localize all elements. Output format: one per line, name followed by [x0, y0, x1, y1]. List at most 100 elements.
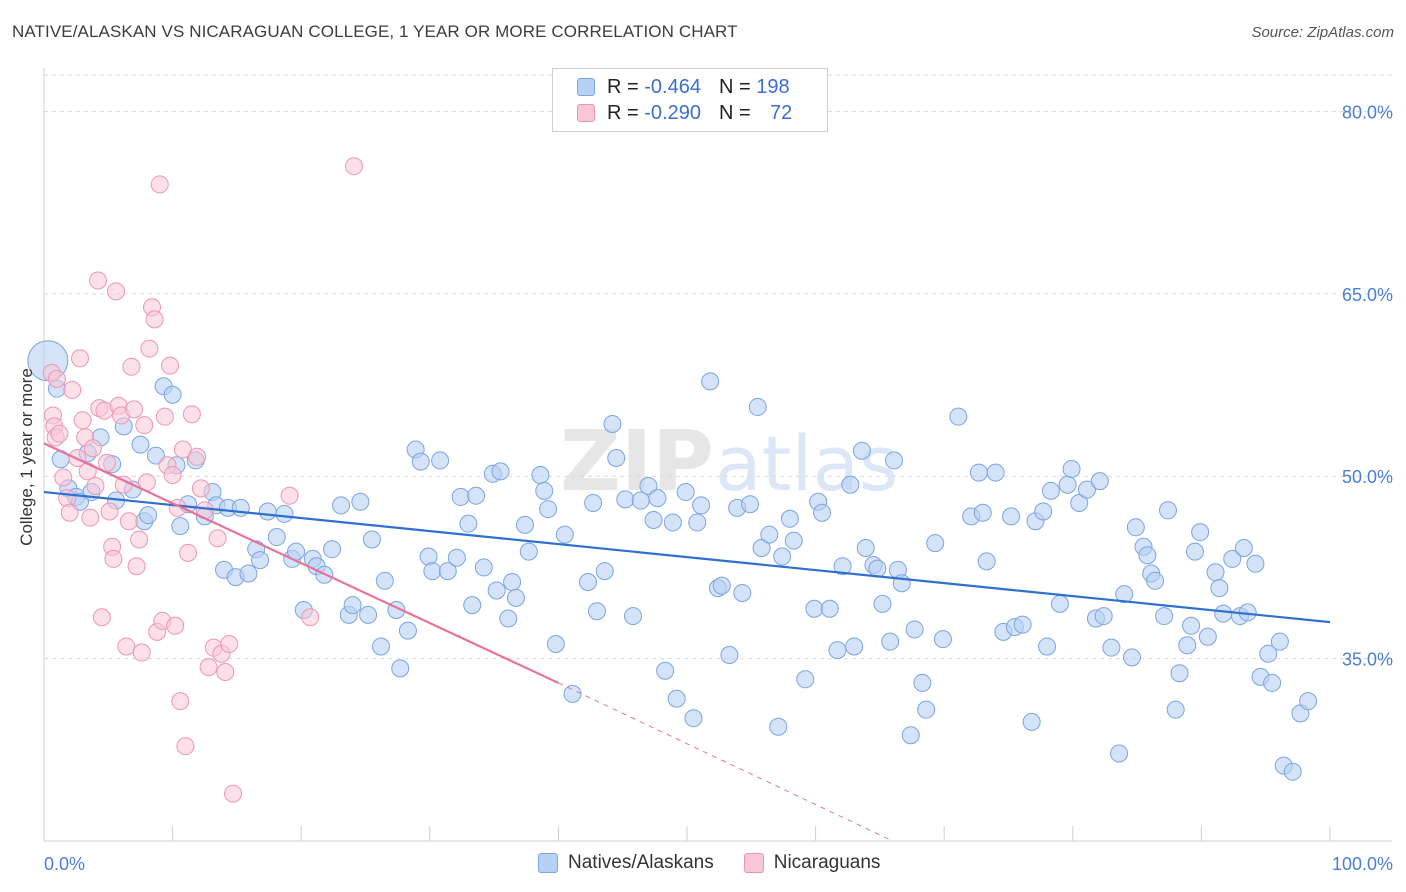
natives-point: [343, 596, 362, 615]
natives-point: [1206, 563, 1225, 582]
nicaraguans-point: [220, 635, 239, 654]
natives-point: [688, 513, 707, 532]
axes: [43, 68, 1392, 842]
nicaraguans-r-value: -0.290: [644, 101, 701, 124]
legend-row-nicaraguans: R = -0.290 N = 72: [577, 101, 792, 125]
natives-point: [131, 435, 150, 454]
nicaraguans-point: [163, 466, 182, 485]
natives-point: [712, 576, 731, 595]
natives-point: [467, 486, 486, 505]
nicaraguans-point: [208, 529, 227, 548]
nicaraguans-point: [58, 489, 77, 508]
natives-point: [1158, 501, 1177, 520]
nicaraguans-point: [104, 549, 123, 568]
nicaraguans-point: [145, 310, 164, 329]
trend-lines: [43, 442, 1331, 842]
chart-title: NATIVE/ALASKAN VS NICARAGUAN COLLEGE, 1 …: [12, 22, 738, 41]
nicaraguans-point: [188, 447, 207, 466]
natives-point: [873, 594, 892, 613]
y-tick-label: 80.0%: [1342, 102, 1393, 122]
natives-point: [1022, 712, 1041, 731]
natives-point: [1115, 585, 1134, 604]
natives-point: [1185, 542, 1204, 561]
nicaraguans-point: [92, 608, 111, 627]
natives-point: [487, 581, 506, 600]
nicaraguans-point: [71, 349, 90, 368]
natives-point: [623, 607, 642, 626]
natives-point: [644, 511, 663, 530]
natives-point: [535, 481, 554, 500]
natives-point: [701, 372, 720, 391]
natives-point: [1138, 546, 1157, 565]
natives-point: [656, 661, 675, 680]
nicaraguans-point: [224, 784, 243, 803]
natives-point: [663, 513, 682, 532]
natives-point: [1013, 615, 1032, 634]
nicaraguans-point: [98, 453, 117, 472]
natives-point: [1198, 627, 1217, 646]
natives-point: [820, 599, 839, 618]
legend-item-natives[interactable]: Natives/Alaskans: [538, 852, 714, 874]
nicaraguans-point: [81, 508, 100, 527]
legend-item-nicaraguans[interactable]: Nicaraguans: [743, 852, 880, 874]
legend-row-natives: R = -0.464 N = 198: [577, 75, 790, 99]
natives-point: [1102, 638, 1121, 657]
natives-point: [1259, 644, 1278, 663]
natives-point: [362, 530, 381, 549]
nicaraguans-trend-line: [43, 442, 559, 684]
natives-point: [720, 645, 739, 664]
natives-legend-swatch: [538, 853, 558, 873]
nicaraguans-point: [216, 662, 235, 681]
natives-point: [1077, 480, 1096, 499]
natives-point: [828, 641, 847, 660]
natives-point: [805, 599, 824, 618]
natives-point: [973, 503, 992, 522]
nicaraguans-point: [130, 530, 149, 549]
nicaraguans-point: [140, 339, 159, 358]
natives-point: [748, 397, 767, 416]
natives-point: [519, 542, 538, 561]
nicaraguans-point: [182, 405, 201, 424]
natives-point: [648, 489, 667, 508]
natives-point: [1234, 538, 1253, 557]
nicaraguans-point: [107, 282, 126, 301]
natives-point: [692, 496, 711, 515]
natives-point: [251, 551, 270, 570]
natives-r-value: -0.464: [644, 75, 701, 98]
nicaraguans-point: [122, 357, 141, 376]
natives-trend-line: [43, 490, 1331, 624]
natives-point: [845, 637, 864, 656]
natives-point: [1034, 502, 1053, 521]
x-tick-label-max: 100.0%: [1332, 854, 1393, 874]
natives-point: [438, 562, 457, 581]
natives-point: [1178, 636, 1197, 655]
nicaraguans-point: [173, 440, 192, 459]
natives-point: [833, 557, 852, 576]
x-tick-labels: 0.0% 100.0%: [44, 854, 1393, 874]
natives-point: [539, 500, 558, 519]
natives-point: [459, 514, 478, 533]
nicaraguans-point: [161, 356, 180, 375]
correlation-legend: R = -0.464 N = 198 R = -0.290 N = 72: [552, 68, 828, 132]
natives-alaskans-points: [27, 340, 1318, 781]
natives-point: [639, 476, 658, 495]
nicaraguans-legend-swatch: [743, 853, 764, 873]
natives-point: [741, 495, 760, 514]
natives-point: [881, 632, 900, 651]
natives-point: [917, 700, 936, 719]
natives-point: [231, 498, 250, 517]
y-tick-label: 35.0%: [1342, 650, 1393, 670]
nicaraguans-point: [127, 557, 146, 576]
natives-point: [491, 462, 510, 481]
natives-point: [616, 490, 635, 509]
natives-point: [503, 573, 522, 592]
natives-point: [1182, 616, 1201, 635]
natives-point: [1191, 523, 1210, 542]
natives-point: [171, 517, 190, 536]
natives-point: [146, 446, 165, 465]
natives-point: [423, 562, 442, 581]
y-tick-label: 50.0%: [1342, 467, 1393, 487]
natives-point: [531, 466, 550, 485]
natives-point: [451, 487, 470, 506]
